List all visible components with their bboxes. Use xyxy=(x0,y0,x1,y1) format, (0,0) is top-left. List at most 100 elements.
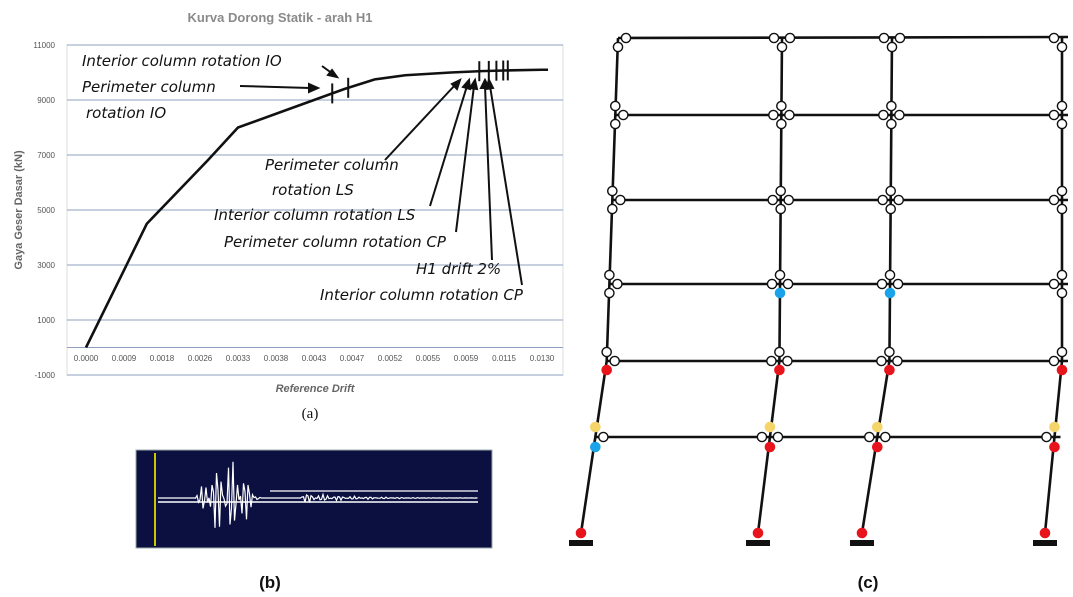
plastic-hinge xyxy=(856,527,868,539)
plastic-hinge xyxy=(601,364,612,376)
plastic-hinge xyxy=(767,194,779,206)
plastic-hinge xyxy=(782,278,794,290)
annotation-interior-cp: Interior column rotation CP xyxy=(320,286,524,304)
plastic-hinge xyxy=(764,441,776,453)
acceleration-record xyxy=(158,461,478,528)
x-tick-label: 0.0055 xyxy=(416,354,441,363)
plastic-hinge xyxy=(752,527,764,539)
plastic-hinge xyxy=(766,355,777,367)
x-tick-label: 0.0033 xyxy=(226,354,251,363)
plastic-hinge xyxy=(776,100,787,112)
plastic-hinge xyxy=(1048,109,1060,121)
plastic-hinge xyxy=(1056,269,1068,281)
plastic-hinge xyxy=(620,32,632,44)
frame-model: (c) xyxy=(569,32,1069,592)
y-tick-label: -1000 xyxy=(35,371,56,380)
y-tick-label: 9000 xyxy=(37,96,55,105)
plastic-hinge xyxy=(784,32,796,44)
plastic-hinge xyxy=(884,269,896,281)
plastic-hinge xyxy=(610,118,621,130)
x-tick-label: 0.0026 xyxy=(188,354,213,363)
plastic-hinge xyxy=(610,100,621,112)
plastic-hinge xyxy=(775,203,787,215)
y-tick-label: 7000 xyxy=(37,151,55,160)
plastic-hinge xyxy=(884,346,895,358)
plastic-hinge xyxy=(885,185,897,197)
plastic-hinge xyxy=(1056,346,1068,358)
chart-title: Kurva Dorong Statik - arah H1 xyxy=(188,10,373,25)
plastic-hinge xyxy=(1056,364,1068,376)
pushover-chart: Kurva Dorong Statik - arah H1 -1000 1000 3… xyxy=(13,10,564,422)
x-tick-label: 0.0059 xyxy=(454,354,479,363)
plastic-hinge xyxy=(1056,41,1068,53)
plastic-hinge xyxy=(768,109,779,121)
plastic-hinge xyxy=(872,421,883,433)
annotation-perimeter-cp: Perimeter column rotation CP xyxy=(224,233,447,251)
panel-label-a: (a) xyxy=(302,406,319,422)
plastic-hinge xyxy=(877,194,889,206)
y-tick-label: 11000 xyxy=(33,41,55,50)
x-tick-label: 0.0000 xyxy=(74,354,99,363)
plastic-hinge xyxy=(756,431,768,443)
annotation-perimeter-io-line1: Perimeter column xyxy=(82,78,216,96)
x-tick-label: 0.0043 xyxy=(302,354,327,363)
plastic-hinge xyxy=(776,118,787,130)
plastic-hinge xyxy=(892,355,903,367)
plastic-hinge xyxy=(775,185,787,197)
x-tick-label: 0.0018 xyxy=(150,354,175,363)
plastic-hinge xyxy=(590,421,601,433)
plastic-hinge xyxy=(604,287,615,299)
plastic-hinge xyxy=(774,269,786,281)
ground-motion-panel: (b) xyxy=(135,449,493,592)
x-tick-label: 0.0052 xyxy=(378,354,403,363)
plastic-hinge xyxy=(784,109,795,121)
annotation-interior-ls: Interior column rotation LS xyxy=(214,206,416,224)
plastic-hinge xyxy=(590,441,601,453)
plastic-hinge xyxy=(893,194,905,206)
plastic-hinge xyxy=(878,109,889,121)
plastic-hinge xyxy=(886,41,898,53)
plastic-hinge xyxy=(1049,421,1060,433)
plastic-hinge xyxy=(1056,100,1068,112)
plastic-hinge xyxy=(1056,118,1068,130)
plastic-hinge xyxy=(1056,287,1068,299)
x-axis-label: Reference Drift xyxy=(276,383,356,395)
annotation-perimeter-ls-line1: Perimeter column xyxy=(265,156,399,174)
plastic-hinge xyxy=(886,100,897,112)
fixed-support xyxy=(1033,540,1057,546)
y-axis-label: Gaya Geser Dasar (kN) xyxy=(13,150,25,270)
y-tick-label: 5000 xyxy=(37,206,55,215)
x-tick-label: 0.0130 xyxy=(530,354,555,363)
plastic-hinge xyxy=(575,527,587,539)
x-tick-label: 0.0047 xyxy=(340,354,365,363)
y-tick-labels: -1000 1000 3000 5000 7000 9000 11000 xyxy=(33,41,55,380)
pushover-curve xyxy=(84,68,548,349)
plastic-hinge xyxy=(612,41,624,53)
plastic-hinge xyxy=(1048,32,1060,44)
plastic-hinge xyxy=(764,421,776,433)
fixed-support xyxy=(569,540,593,546)
annotation-perimeter-ls-line2: rotation LS xyxy=(272,181,354,199)
y-tick-label: 3000 xyxy=(37,261,55,270)
plastic-hinge xyxy=(774,364,785,376)
annotation-interior-io: Interior column rotation IO xyxy=(82,52,282,70)
annotation-perimeter-io-line2: rotation IO xyxy=(86,104,166,122)
x-tick-label: 0.0115 xyxy=(492,354,516,363)
plastic-hinge xyxy=(1041,431,1052,443)
panel-label-c: (c) xyxy=(858,573,879,592)
plastic-hinge xyxy=(884,287,896,299)
plastic-hinge xyxy=(894,32,906,44)
plastic-hinge xyxy=(776,41,788,53)
plastic-hinge xyxy=(876,278,888,290)
plastic-hinge xyxy=(885,203,897,215)
plastic-hinge xyxy=(604,269,615,281)
plastic-hinge xyxy=(864,431,875,443)
plastic-hinge xyxy=(783,194,795,206)
x-tick-labels: 0.0000 0.0009 0.0018 0.0026 0.0033 0.0038 0.00… xyxy=(74,354,555,363)
plastic-hinge xyxy=(1039,527,1051,539)
fixed-support xyxy=(850,540,874,546)
annotation-arrows xyxy=(239,65,523,286)
plastic-hinge xyxy=(1056,203,1068,215)
x-tick-label: 0.0038 xyxy=(264,354,289,363)
